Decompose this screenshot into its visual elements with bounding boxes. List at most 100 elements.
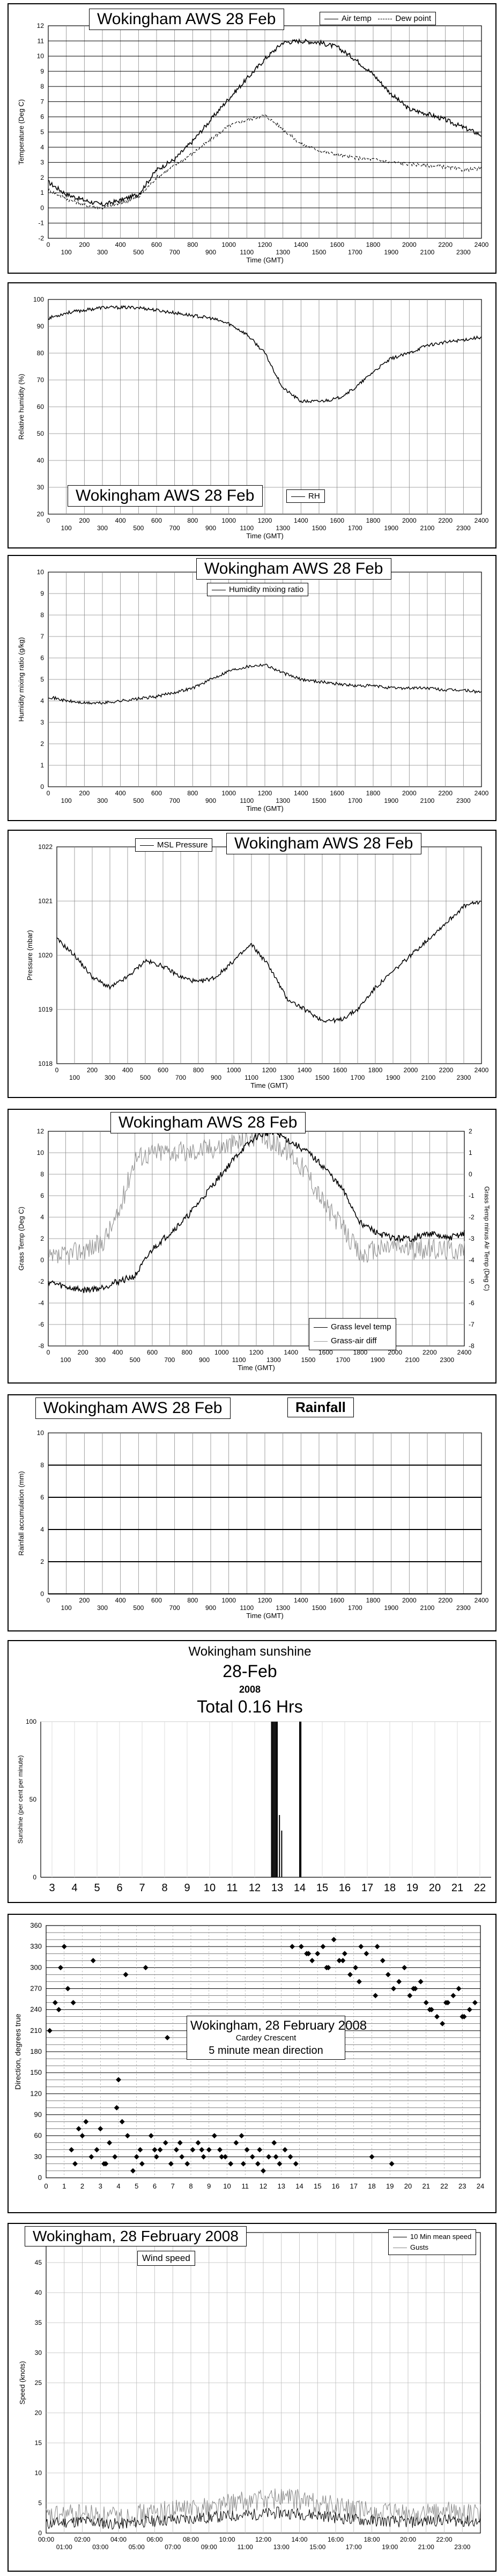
direction-point — [466, 2007, 472, 2012]
y-tick-label: 6 — [40, 113, 44, 121]
direction-point — [70, 2000, 76, 2006]
pressure-swatch — [140, 845, 154, 846]
y-tick-label: 8 — [40, 1170, 44, 1178]
y-tick-label: 3 — [40, 159, 44, 166]
sunshine-total: Total 0.16 Hrs — [197, 1697, 303, 1716]
x-tick-label: 2100 — [420, 248, 435, 256]
y-tick-label: 7 — [40, 98, 44, 105]
right-y-tick-label: -7 — [469, 1321, 475, 1328]
direction-point — [423, 2000, 429, 2006]
x-tick-label: 700 — [175, 1074, 186, 1081]
x-tick-label: 0 — [47, 517, 50, 524]
sunshine-chart: 3 4 5 6 7 8 9 10 11 12 13 14 15 16 17 18 19 20 21 22 0 50 100 S… — [17, 1718, 491, 1894]
direction-point — [249, 2154, 255, 2160]
y-tick-label: 10 — [37, 1149, 45, 1157]
right-y-tick-label: 0 — [469, 1170, 472, 1178]
y-tick-label: 5 — [40, 128, 44, 136]
y-axis-label: Speed (knots) — [18, 2361, 26, 2405]
direction-point — [168, 2161, 174, 2167]
direction-point — [277, 2161, 283, 2167]
y-tick-label: 10 — [37, 53, 45, 60]
x-tick-label: 1800 — [368, 1066, 383, 1074]
x-tick-label: 22 — [474, 1882, 486, 1894]
y-tick-label: 0 — [40, 783, 44, 791]
x-tick-label: 20:00 — [400, 2536, 416, 2543]
temperature-chart-title: Wokingham AWS 28 Feb — [89, 9, 284, 30]
x-tick-label: 100 — [69, 1074, 80, 1081]
direction-point — [157, 2147, 163, 2153]
x-tick-label: 20 — [429, 1882, 441, 1894]
y-tick-label: 120 — [30, 2089, 42, 2097]
x-tick-label: 6 — [153, 2182, 157, 2190]
x-tick-label: 19:00 — [382, 2543, 398, 2551]
wind-direction-subtitle: 5 minute mean direction — [209, 2045, 323, 2057]
y-tick-label: 1021 — [38, 897, 53, 905]
x-tick-label: 2300 — [440, 1356, 454, 1364]
x-tick-label: 02:00 — [74, 2536, 90, 2543]
x-tick-label: 1900 — [370, 1356, 385, 1364]
y-tick-label: 6 — [40, 654, 44, 662]
x-tick-label: 1400 — [298, 1066, 312, 1074]
direction-point — [282, 2147, 288, 2153]
direction-point — [373, 1993, 379, 1999]
x-tick-label: 7 — [139, 1882, 145, 1894]
y-tick-label: 2 — [40, 1558, 44, 1565]
direction-point — [240, 2161, 246, 2167]
x-tick-label: 400 — [115, 241, 126, 248]
x-tick-label: 2200 — [438, 517, 453, 524]
x-tick-label: 1500 — [312, 248, 327, 256]
x-tick-label: 1400 — [294, 241, 308, 248]
y-tick-label: 0 — [40, 1256, 44, 1264]
y-tick-label: 30 — [34, 2153, 42, 2161]
y-tick-label: 1020 — [38, 952, 53, 959]
x-tick-label: 05:00 — [129, 2543, 145, 2551]
humidity-chart-title: Wokingham AWS 28 Feb — [68, 485, 263, 507]
y-tick-label: 10 — [37, 568, 45, 576]
y-tick-label: 10 — [37, 1429, 45, 1437]
x-tick-label: 500 — [140, 1074, 151, 1081]
x-tick-label: 100 — [61, 248, 72, 256]
x-tick-label: 0 — [55, 1066, 59, 1074]
direction-point — [223, 2154, 228, 2160]
direction-point — [340, 1958, 346, 1964]
x-tick-label: 9 — [184, 1882, 190, 1894]
y-axis-label: Relative humidity (%) — [17, 374, 25, 440]
direction-point — [459, 2014, 465, 2019]
y-tick-label: 0 — [33, 1874, 36, 1881]
direction-point — [402, 1965, 407, 1971]
wind-speed-chart: 0510152025303540455000:0002:0004:0006:00… — [18, 2229, 481, 2551]
x-tick-label: 2100 — [405, 1356, 420, 1364]
y-tick-label: -2 — [38, 1278, 44, 1285]
x-axis-label: Time (GMT) — [250, 1081, 288, 1089]
x-tick-label: 300 — [95, 1356, 106, 1364]
direction-point — [69, 2147, 75, 2153]
direction-point — [315, 1951, 321, 1957]
x-tick-label: 2 — [80, 2182, 84, 2190]
y-tick-label: 3 — [40, 719, 44, 726]
rh-legend-label: RH — [308, 492, 320, 501]
x-tick-label: 7 — [171, 2182, 175, 2190]
direction-point — [239, 2133, 244, 2139]
y-tick-label: 35 — [35, 2319, 42, 2326]
direction-point — [103, 2161, 109, 2167]
x-tick-label: 11 — [227, 1882, 238, 1894]
x-tick-label: 20 — [404, 2182, 412, 2190]
y-axis-label: Direction, degrees true — [13, 2014, 22, 2090]
y-tick-label: -6 — [38, 1321, 44, 1328]
x-tick-label: 600 — [151, 517, 162, 524]
x-tick-label: 1800 — [366, 789, 381, 797]
x-tick-label: 3 — [49, 1882, 55, 1894]
x-tick-label: 900 — [205, 1604, 216, 1612]
x-tick-label: 2200 — [438, 789, 453, 797]
direction-point — [418, 1979, 424, 1985]
direction-point — [244, 2147, 250, 2153]
mixing-ratio-chart-title: Wokingham AWS 28 Feb — [196, 558, 391, 580]
x-tick-label: 200 — [79, 241, 90, 248]
y-tick-label: 90 — [37, 323, 45, 330]
x-tick-label: 1200 — [258, 517, 272, 524]
x-tick-label: 8 — [161, 1882, 167, 1894]
sunshine-year: 2008 — [239, 1684, 261, 1695]
y-axis-label: Humidity mixing ratio (g/kg) — [17, 637, 25, 722]
x-tick-label: 16 — [332, 2182, 339, 2190]
x-tick-label: 12 — [249, 1882, 261, 1894]
